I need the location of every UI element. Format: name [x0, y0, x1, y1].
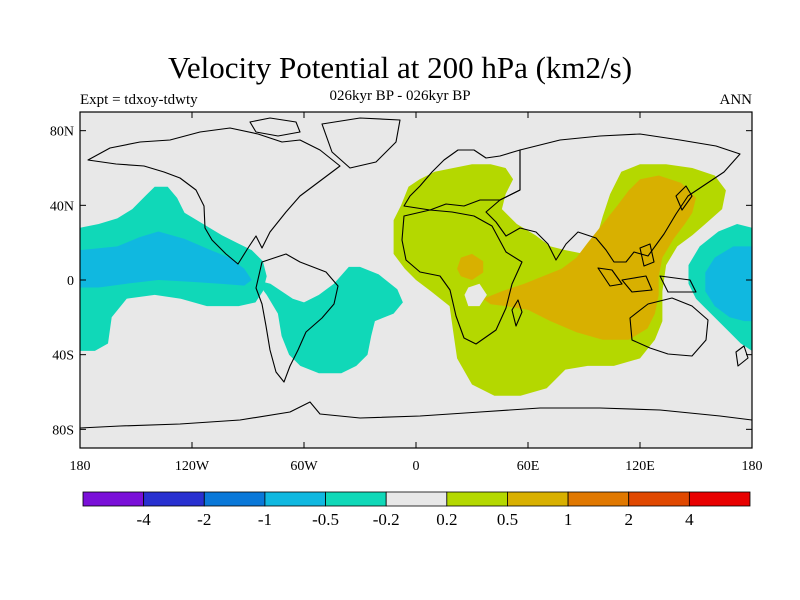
contour-region-pacific-stronger-negative-east [705, 246, 752, 322]
colorbar-label: 1 [564, 510, 573, 529]
lat-tick-label: 80S [52, 423, 74, 438]
colorbar-swatch [507, 491, 569, 507]
colorbar-swatch [264, 491, 326, 507]
contour-region-pacific-stronger-negative-west [80, 231, 252, 288]
colorbar-swatch [203, 491, 266, 507]
coastline-south-america [255, 253, 339, 383]
coastline-europe [403, 149, 521, 211]
coastline-new-zealand [735, 345, 749, 367]
lon-tick-label: 120W [175, 459, 210, 474]
coastline-north-america [87, 127, 341, 265]
colorbar-swatch [688, 491, 751, 507]
colorbar-label: -0.5 [312, 510, 339, 529]
colorbar-swatch [567, 491, 630, 507]
coastline-africa [401, 209, 523, 345]
colorbar-label: -4 [137, 510, 152, 529]
contour-region-indo-pacific-strong-positive [483, 175, 696, 340]
lat-tick-label: 40S [52, 349, 74, 364]
lat-tick-label: 40N [50, 199, 74, 214]
lat-tick-label: 80N [50, 125, 74, 140]
contour-region-east-africa-neutral-hole [464, 283, 487, 307]
coastline-madagascar [511, 299, 523, 327]
colorbar-label: 2 [624, 510, 633, 529]
colorbar-swatch [143, 491, 205, 507]
contour-region-east-africa-strong-positive [457, 253, 484, 280]
colorbar-label: -1 [258, 510, 272, 529]
coastline-layer [80, 117, 752, 429]
lon-tick-label: 60E [517, 459, 540, 474]
chart-subtitle: 026kyr BP - 026kyr BP [329, 88, 471, 104]
map-plot-area [79, 111, 753, 449]
longitude-axis: 180 120W 60W 0 60E 120E 180 [70, 112, 763, 474]
contour-fill-layer [80, 164, 752, 396]
coastline-arctic-islands [249, 117, 301, 137]
colorbar-swatch [446, 491, 508, 507]
coastline-japan [675, 185, 693, 211]
coastline-maritime-continent [597, 243, 697, 293]
lon-tick-label: 180 [70, 459, 91, 474]
colorbar-label: 4 [685, 510, 694, 529]
colorbar-swatch [82, 491, 145, 507]
coastline-asia [485, 133, 741, 263]
coastline-australia [629, 297, 709, 357]
chart-title: Velocity Potential at 200 hPa (km2/s) [167, 50, 633, 85]
colorbar: -4 -2 -1 -0.5 -0.2 0.2 0.5 1 2 4 [82, 491, 751, 529]
lon-tick-label: 120E [625, 459, 655, 474]
colorbar-swatch [325, 491, 387, 507]
coastline-greenland [321, 117, 401, 169]
lon-tick-label: 60W [290, 459, 318, 474]
coastline-antarctica [80, 401, 752, 429]
lat-tick-label: 0 [67, 274, 74, 289]
lon-tick-label: 180 [742, 459, 763, 474]
season-label: ANN [719, 92, 753, 108]
colorbar-swatch [385, 491, 448, 507]
colorbar-label: 0.5 [497, 510, 518, 529]
colorbar-label: -2 [197, 510, 211, 529]
experiment-label: Expt = tdxoy-tdwty [80, 92, 198, 108]
lon-tick-label: 0 [413, 459, 420, 474]
colorbar-label: 0.2 [436, 510, 457, 529]
colorbar-label: -0.2 [373, 510, 400, 529]
contour-region-south-atlantic-negative [255, 266, 403, 374]
latitude-axis: 80N 40N 0 40S 80S [50, 125, 752, 438]
colorbar-swatch [628, 491, 690, 507]
